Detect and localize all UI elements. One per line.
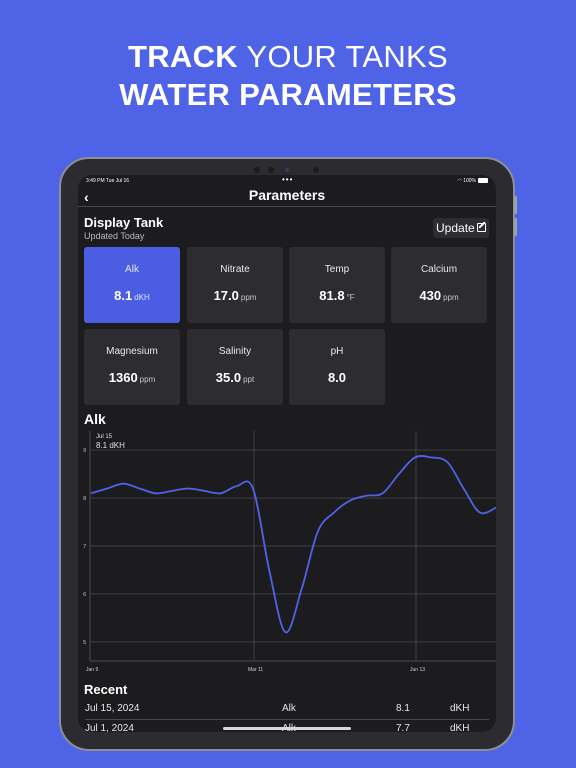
- chevron-left-icon[interactable]: ‹: [84, 189, 89, 205]
- parameter-label: Nitrate: [220, 264, 250, 275]
- home-indicator: [223, 727, 351, 730]
- page-title: Parameters: [248, 187, 326, 203]
- alk-series-line: [90, 455, 496, 634]
- recent-value: 8.1: [396, 703, 410, 714]
- chart-tooltip-date: Jul 15: [96, 434, 113, 440]
- multitask-dots[interactable]: •••: [282, 175, 294, 184]
- recent-param: Alk: [282, 703, 296, 714]
- parameter-number: 1360: [108, 370, 138, 385]
- parameter-tile-ph[interactable]: pH 8.0: [289, 329, 385, 405]
- recent-unit: dKH: [450, 703, 470, 714]
- edit-icon: [476, 223, 486, 232]
- parameter-label: Alk: [125, 264, 139, 275]
- parameter-value: 35.0 ppt: [187, 370, 283, 385]
- recent-date: Jul 15, 2024: [85, 703, 140, 714]
- parameter-label: Temp: [324, 264, 350, 275]
- recent-unit: dKH: [450, 723, 470, 732]
- chart-title: Alk: [84, 411, 106, 427]
- y-tick-label: 6: [83, 592, 86, 598]
- parameter-number: 8.0: [327, 370, 347, 385]
- battery-icon: [478, 178, 488, 183]
- volume-up-button: [514, 196, 517, 214]
- parameter-unit: ppt: [243, 375, 255, 384]
- parameter-label: pH: [330, 346, 344, 357]
- chart-tooltip-value: 8.1 dKH: [96, 441, 125, 450]
- volume-down-button: [514, 218, 517, 236]
- update-button[interactable]: Update: [433, 218, 489, 238]
- headline-line-2: WATER PARAMETERS: [119, 77, 457, 112]
- parameter-tile-alk[interactable]: Alk 8.1 dKH: [84, 247, 180, 323]
- y-tick-label: 7: [83, 544, 86, 550]
- parameter-number: 430: [419, 288, 442, 303]
- headline-your-tanks: YOUR TANKS: [246, 39, 449, 74]
- parameter-unit: °F: [346, 293, 355, 302]
- y-tick-label: 9: [83, 448, 86, 454]
- parameter-label: Salinity: [218, 346, 252, 357]
- headline-line-1: TRACK YOUR TANKS: [0, 38, 576, 76]
- update-button-label: Update: [436, 221, 475, 235]
- parameter-unit: dKH: [134, 293, 150, 302]
- recent-row[interactable]: Jul 15, 2024 Alk 8.1 dKH: [78, 700, 496, 720]
- parameter-number: 8.1: [114, 288, 133, 303]
- sensor-dot: [313, 167, 319, 173]
- parameter-tile-calcium[interactable]: Calcium 430 ppm: [391, 247, 487, 323]
- row-divider: [85, 719, 489, 720]
- recent-date: Jul 1, 2024: [85, 723, 134, 732]
- recent-title: Recent: [84, 682, 128, 697]
- x-tick-label: Jan 9: [86, 667, 98, 673]
- navigation-bar: ‹ Parameters: [78, 185, 496, 207]
- alk-chart[interactable]: 9 8 7 6 5 Jan 9 Mar 11 Jun 13 Jul 158.1 dKH: [78, 429, 496, 675]
- parameter-tile-magnesium[interactable]: Magnesium 1360 ppm: [84, 329, 180, 405]
- y-tick-label: 5: [83, 640, 86, 646]
- parameter-unit: ppm: [139, 375, 156, 384]
- parameter-number: 35.0: [215, 370, 242, 385]
- y-tick-label: 8: [83, 496, 86, 502]
- sensor-dot: [268, 167, 274, 173]
- status-bar: 3:49 PM Tue Jul 16 ••• ◠ 100%: [78, 175, 496, 187]
- parameter-tile-salinity[interactable]: Salinity 35.0 ppt: [187, 329, 283, 405]
- battery-indicator: ◠ 100%: [457, 178, 488, 184]
- battery-percent: 100%: [463, 178, 476, 184]
- parameter-value: 8.1 dKH: [84, 288, 180, 303]
- parameter-value: 8.0: [289, 370, 385, 385]
- recent-value: 7.7: [396, 723, 410, 732]
- tank-updated-label: Updated Today: [84, 231, 145, 241]
- parameter-unit: ppm: [443, 293, 459, 302]
- x-tick-label: Jun 13: [410, 667, 425, 673]
- parameter-value: 430 ppm: [391, 288, 487, 303]
- status-time: 3:49 PM Tue Jul 16: [86, 178, 130, 184]
- camera-lens: [285, 168, 289, 172]
- x-tick-label: Mar 11: [248, 667, 263, 673]
- parameter-value: 81.8 °F: [289, 288, 385, 303]
- parameter-value: 17.0 ppm: [187, 288, 283, 303]
- parameter-tile-temp[interactable]: Temp 81.8 °F: [289, 247, 385, 323]
- parameter-unit: ppm: [240, 293, 257, 302]
- tank-name: Display Tank: [84, 215, 164, 230]
- wifi-icon: ◠: [457, 178, 464, 184]
- app-screen: 3:49 PM Tue Jul 16 ••• ◠ 100% ‹ Paramete…: [78, 175, 496, 732]
- sensor-dot: [254, 167, 260, 173]
- parameter-tile-nitrate[interactable]: Nitrate 17.0 ppm: [187, 247, 283, 323]
- headline-track: TRACK: [127, 39, 238, 74]
- parameter-number: 81.8: [319, 288, 345, 303]
- parameter-label: Magnesium: [106, 346, 158, 357]
- parameter-number: 17.0: [213, 288, 239, 303]
- parameter-label: Calcium: [420, 264, 458, 275]
- parameter-value: 1360 ppm: [84, 370, 180, 385]
